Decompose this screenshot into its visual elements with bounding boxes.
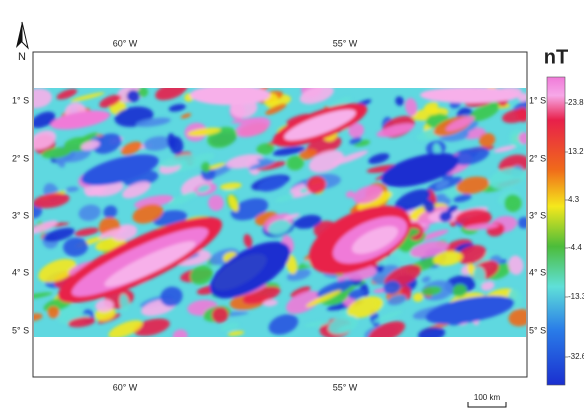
lat-label: 1° S <box>12 95 29 105</box>
lat-label: 3° S <box>529 210 546 220</box>
lat-label: 3° S <box>12 210 29 220</box>
colorbar <box>547 77 565 385</box>
colorbar-label: 23.8 <box>568 98 584 107</box>
lon-label: 60° W <box>113 38 138 48</box>
colorbar-label: -4.4 <box>568 243 582 252</box>
north-label: N <box>18 51 26 63</box>
lon-label: 60° W <box>113 382 138 392</box>
lat-label: 1° S <box>529 95 546 105</box>
map-figure: N 60° W 55° W 60° W 55° W 1° S 1° S 2° S 2°… <box>0 0 584 413</box>
lon-label: 55° W <box>333 382 358 392</box>
colorbar-label: 13.2 <box>568 147 584 156</box>
scale-bar <box>468 402 506 407</box>
anomaly-feature <box>420 87 520 103</box>
colorbar-unit: nT <box>544 46 568 68</box>
lat-label: 5° S <box>529 325 546 335</box>
lat-label: 4° S <box>529 267 546 277</box>
lat-label: 2° S <box>12 153 29 163</box>
scale-label: 100 km <box>474 393 501 402</box>
colorbar-label: -32.6 <box>568 352 584 361</box>
anomaly-feature <box>190 85 270 105</box>
colorbar-label: 4.3 <box>568 195 580 204</box>
lat-label: 5° S <box>12 325 29 335</box>
colorbar-label: -13.3 <box>568 292 584 301</box>
north-arrow <box>16 22 28 48</box>
lon-label: 55° W <box>333 38 358 48</box>
lat-label: 4° S <box>12 267 29 277</box>
lat-label: 2° S <box>529 153 546 163</box>
colorbar-labels: 23.8 13.2 4.3 -4.4 -13.3 -32.6 <box>565 98 584 361</box>
anomaly-raster <box>17 77 535 348</box>
